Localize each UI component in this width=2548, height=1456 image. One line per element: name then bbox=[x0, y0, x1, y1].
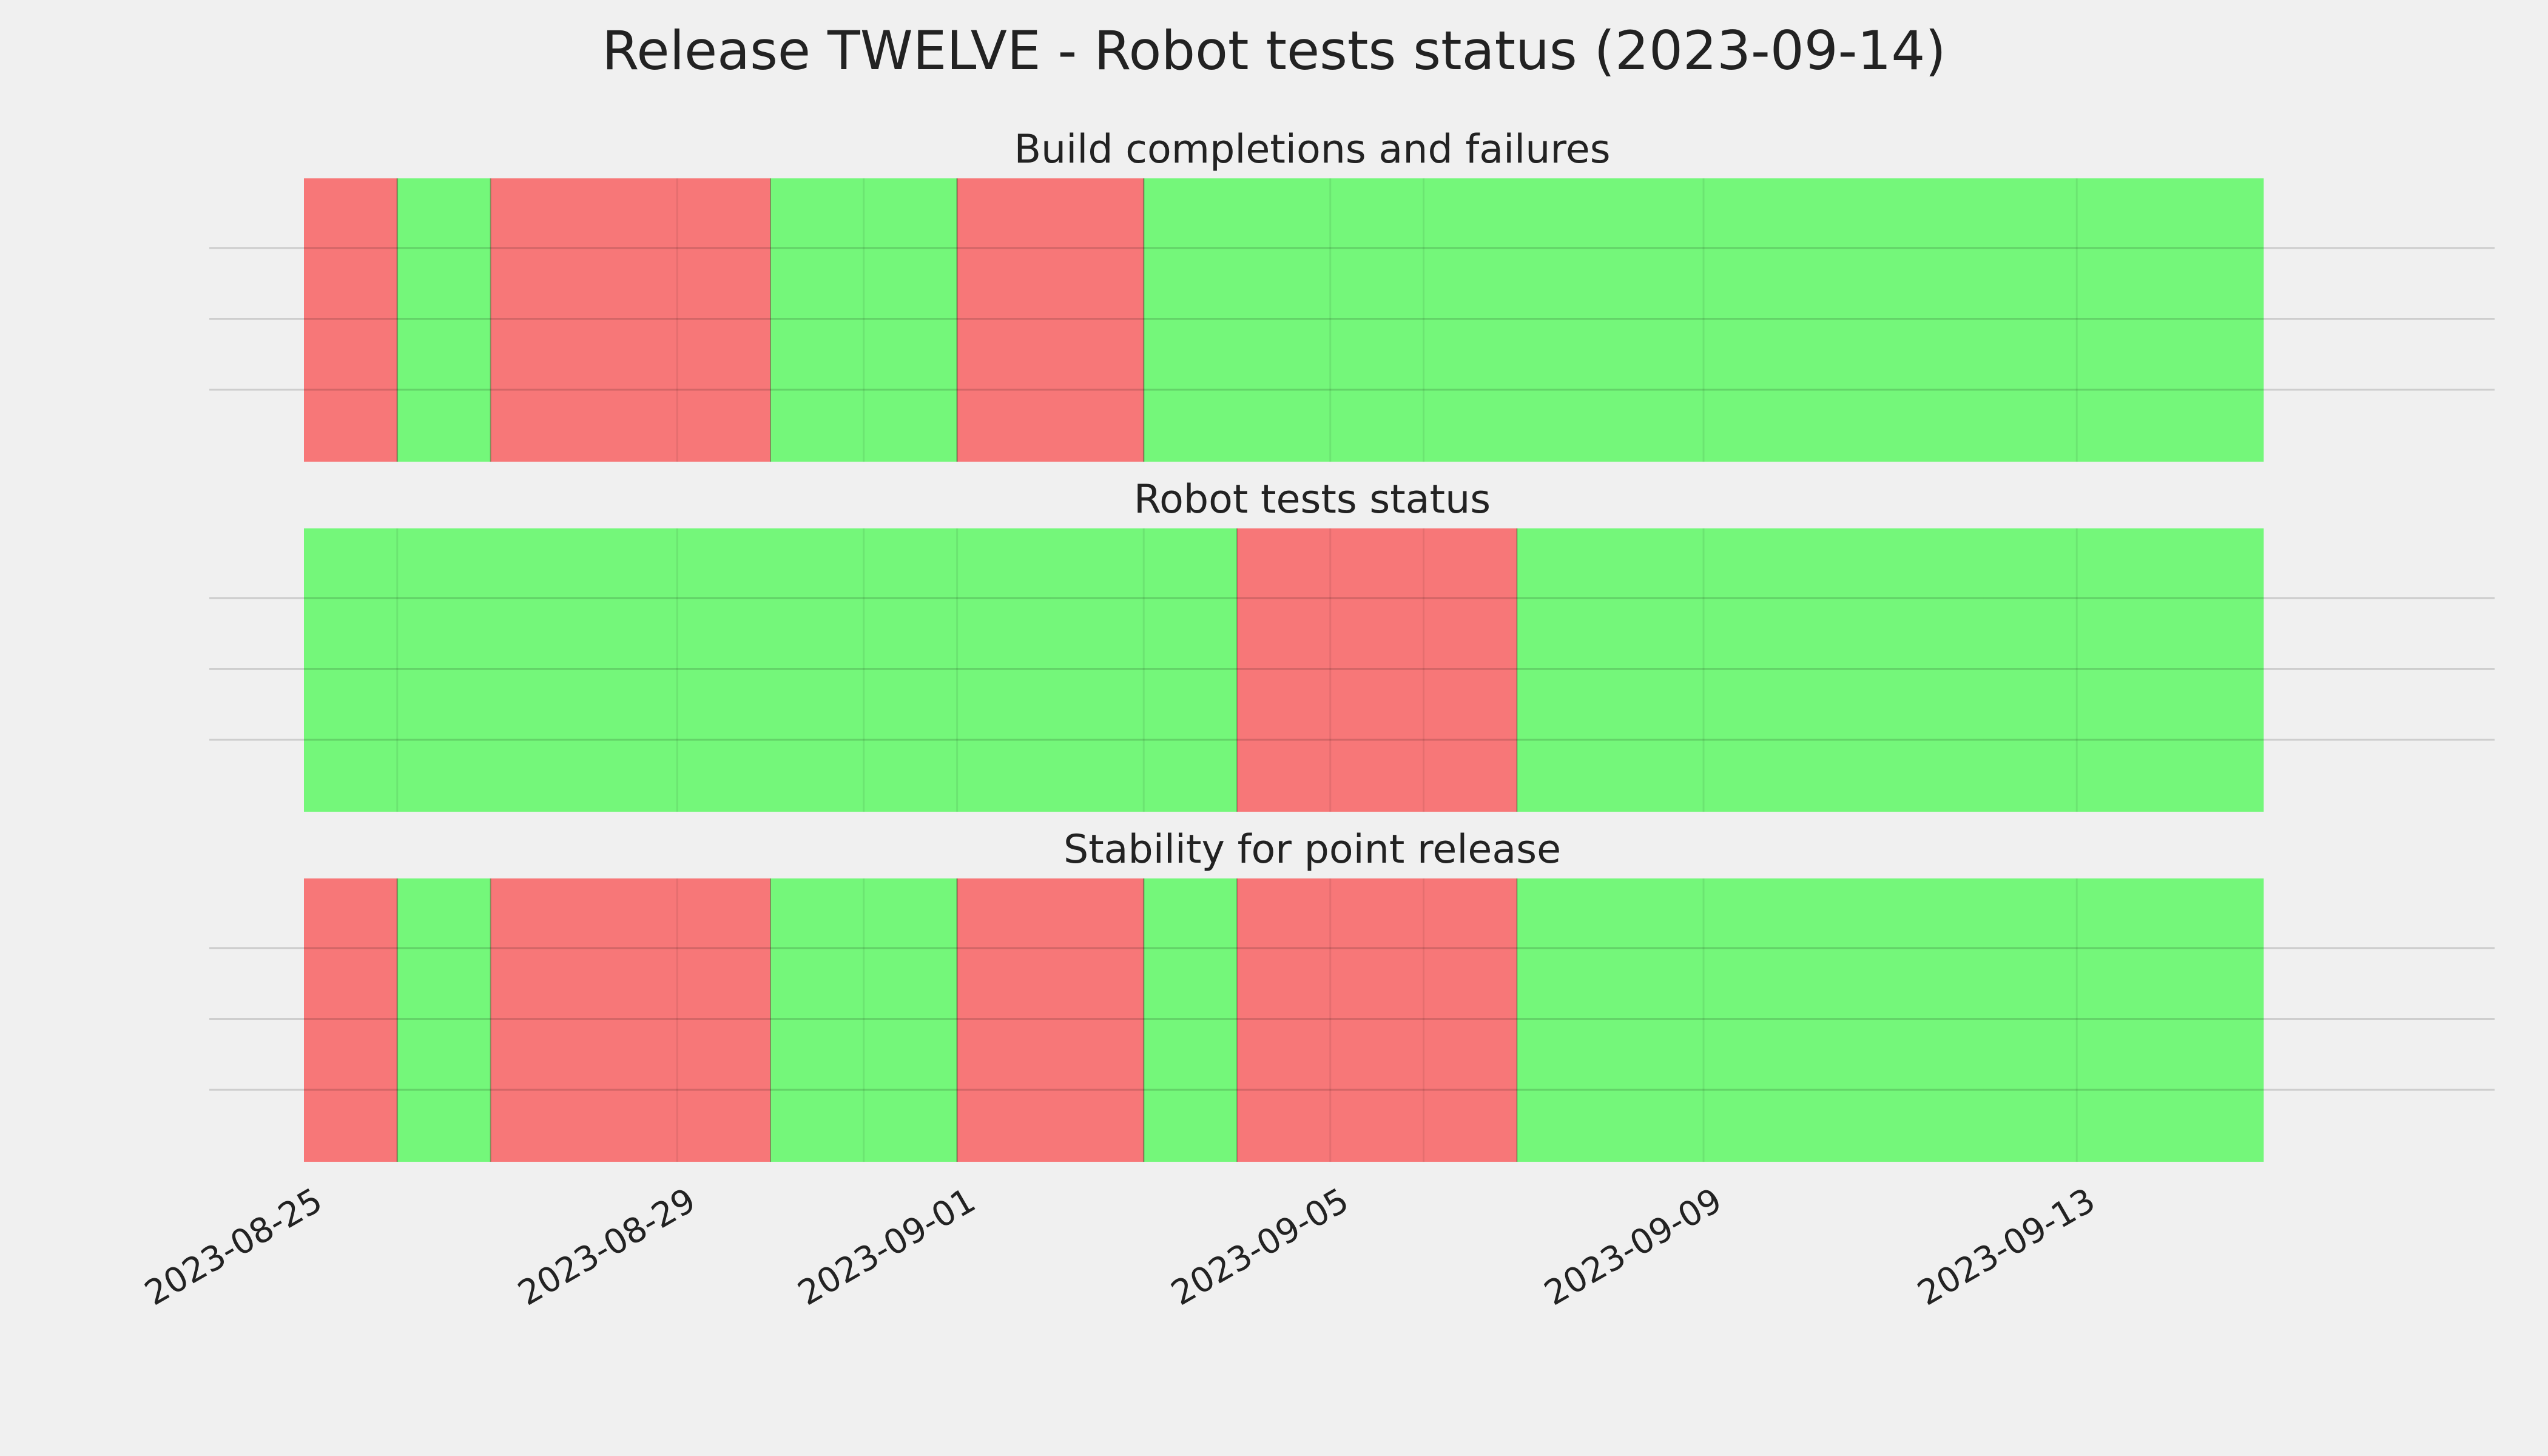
status-bar-2023-09-12 bbox=[1983, 178, 2077, 462]
status-bar-2023-08-28 bbox=[584, 178, 678, 462]
status-bar-2023-08-27 bbox=[490, 878, 584, 1162]
x-tick-label: 2023-09-05 bbox=[1165, 1181, 1355, 1313]
status-bar-2023-08-31 bbox=[863, 178, 958, 462]
chart-title: Release TWELVE - Robot tests status (202… bbox=[602, 19, 1946, 82]
status-bar-2023-09-09 bbox=[1704, 878, 1798, 1162]
status-bar-2023-09-13 bbox=[2077, 178, 2171, 462]
status-bar-2023-08-30 bbox=[770, 178, 864, 462]
status-bar-2023-09-11 bbox=[1890, 528, 1984, 812]
status-bar-2023-08-30 bbox=[770, 528, 864, 812]
status-bar-2023-09-13 bbox=[2077, 528, 2171, 812]
panel-title: Robot tests status bbox=[1134, 477, 1491, 522]
status-bar-2023-09-06 bbox=[1423, 178, 1517, 462]
panel-title: Stability for point release bbox=[1063, 827, 1561, 872]
x-tick-label: 2023-09-01 bbox=[792, 1181, 982, 1313]
status-bar-2023-09-12 bbox=[1983, 528, 2077, 812]
status-bar-2023-08-29 bbox=[677, 878, 771, 1162]
x-tick-label: 2023-09-13 bbox=[1911, 1181, 2101, 1313]
status-bar-2023-08-27 bbox=[490, 528, 584, 812]
status-bar-2023-08-30 bbox=[770, 878, 864, 1162]
status-bar-2023-09-05 bbox=[1330, 528, 1424, 812]
panel-2: Robot tests status bbox=[209, 477, 2495, 812]
status-bar-2023-09-04 bbox=[1237, 178, 1331, 462]
x-tick-label: 2023-08-29 bbox=[511, 1181, 702, 1313]
status-bar-2023-09-13 bbox=[2077, 878, 2171, 1162]
status-bar-2023-09-14 bbox=[2170, 528, 2264, 812]
status-bar-2023-08-25 bbox=[304, 878, 398, 1162]
status-bar-2023-08-29 bbox=[677, 528, 771, 812]
status-bar-2023-09-01 bbox=[957, 528, 1051, 812]
x-tick-label: 2023-09-09 bbox=[1538, 1181, 1728, 1313]
status-bar-2023-08-25 bbox=[304, 178, 398, 462]
status-bar-2023-09-06 bbox=[1423, 878, 1517, 1162]
status-bar-2023-09-08 bbox=[1610, 178, 1704, 462]
status-bar-2023-08-31 bbox=[863, 878, 958, 1162]
status-bar-2023-09-07 bbox=[1517, 528, 1611, 812]
status-bar-2023-09-03 bbox=[1144, 178, 1238, 462]
status-bar-2023-08-28 bbox=[584, 528, 678, 812]
status-bar-2023-08-25 bbox=[304, 528, 398, 812]
status-bar-2023-09-05 bbox=[1330, 878, 1424, 1162]
status-bar-2023-09-06 bbox=[1423, 528, 1517, 812]
status-bar-2023-09-10 bbox=[1796, 878, 1891, 1162]
status-bar-2023-08-28 bbox=[584, 878, 678, 1162]
status-bar-2023-09-12 bbox=[1983, 878, 2077, 1162]
status-bar-2023-09-02 bbox=[1050, 178, 1144, 462]
status-bar-2023-09-10 bbox=[1796, 178, 1891, 462]
status-bar-2023-09-02 bbox=[1050, 528, 1144, 812]
status-bar-2023-09-14 bbox=[2170, 878, 2264, 1162]
status-bar-2023-09-03 bbox=[1144, 878, 1238, 1162]
status-bar-2023-08-27 bbox=[490, 178, 584, 462]
status-bar-2023-09-04 bbox=[1237, 528, 1331, 812]
panel-title: Build completions and failures bbox=[1014, 127, 1610, 172]
status-bar-2023-08-26 bbox=[397, 878, 491, 1162]
panels-group: Build completions and failures Robot test… bbox=[209, 127, 2495, 1162]
status-bar-2023-09-02 bbox=[1050, 878, 1144, 1162]
status-bar-2023-09-04 bbox=[1237, 878, 1331, 1162]
status-bar-2023-09-14 bbox=[2170, 178, 2264, 462]
status-bar-2023-09-07 bbox=[1517, 878, 1611, 1162]
status-bar-2023-09-11 bbox=[1890, 178, 1984, 462]
status-bar-2023-08-26 bbox=[397, 528, 491, 812]
status-bar-2023-09-03 bbox=[1144, 528, 1238, 812]
status-bar-2023-09-08 bbox=[1610, 878, 1704, 1162]
panel-1: Build completions and failures bbox=[209, 127, 2495, 462]
status-bar-2023-09-09 bbox=[1704, 178, 1798, 462]
status-bar-2023-08-26 bbox=[397, 178, 491, 462]
status-bar-2023-08-29 bbox=[677, 178, 771, 462]
status-bar-2023-09-01 bbox=[957, 878, 1051, 1162]
x-tick-label: 2023-08-25 bbox=[138, 1181, 329, 1313]
status-bar-2023-09-08 bbox=[1610, 528, 1704, 812]
status-bar-2023-09-09 bbox=[1704, 528, 1798, 812]
panel-3: Stability for point release bbox=[209, 827, 2495, 1162]
status-bar-2023-09-11 bbox=[1890, 878, 1984, 1162]
status-bar-2023-09-07 bbox=[1517, 178, 1611, 462]
status-bar-2023-09-05 bbox=[1330, 178, 1424, 462]
status-bar-2023-09-10 bbox=[1796, 528, 1891, 812]
status-bar-2023-08-31 bbox=[863, 528, 958, 812]
x-axis: 2023-08-25 2023-08-29 2023-09-01 2023-09-05… bbox=[138, 1181, 2102, 1313]
status-bar-2023-09-01 bbox=[957, 178, 1051, 462]
